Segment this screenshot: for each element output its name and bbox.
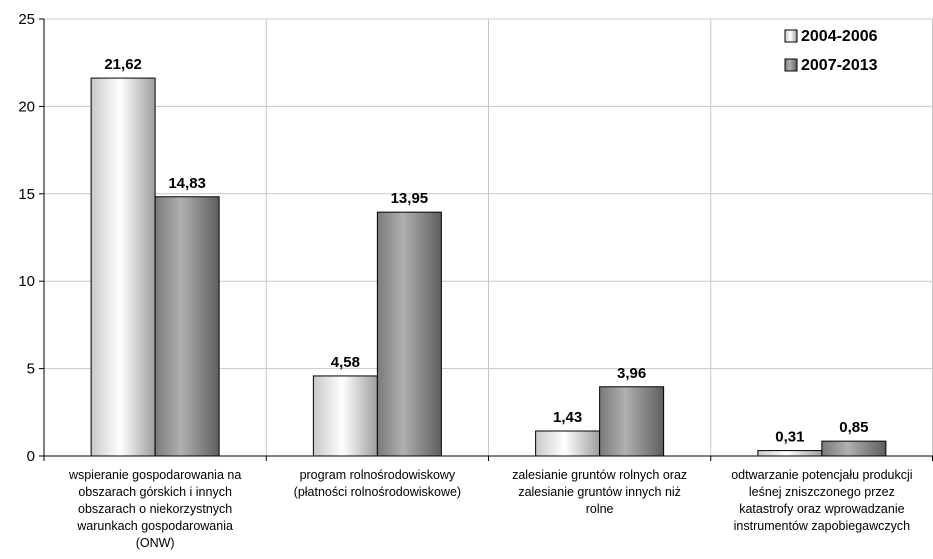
bar-2007-2013-3 (821, 440, 887, 457)
category-label: leśnej zniszczonego przez (749, 485, 895, 499)
data-label: 1,43 (553, 409, 582, 426)
category-label: wspieranie gospodarowania na (68, 468, 241, 482)
y-tick-label: 20 (18, 98, 35, 115)
legend: 2004-2006 2007-2013 (784, 28, 878, 74)
y-tick-label: 5 (27, 361, 35, 378)
legend-swatch (784, 58, 798, 72)
data-label: 3,96 (617, 365, 646, 382)
data-label: 4,58 (331, 354, 360, 371)
y-tick-label: 25 (18, 11, 35, 28)
category-label: rolne (586, 502, 614, 516)
category-label: warunkach gospodarowania (76, 519, 233, 533)
category-label: obszarach górskich i innych (78, 485, 232, 499)
category-label: instrumentów zapobiegawczych (734, 519, 911, 533)
category-label: program rolnośrodowiskowy (300, 468, 456, 482)
labels: 0 5 10 15 20 25 21,62 14,83 wspieranie gospodaro… (18, 11, 912, 550)
bar-2004-2006-1 (312, 375, 378, 457)
category-label: zalesianie gruntów innych niż (518, 485, 681, 499)
category-label: zalesianie gruntów rolnych oraz (512, 468, 687, 482)
category-label: (ONW) (136, 536, 175, 550)
bar-2004-2006-2 (535, 430, 601, 457)
bar-2004-2006-0 (90, 77, 156, 457)
category-label: katastrofy oraz wprowadzanie (739, 502, 904, 516)
bar-2007-2013-0 (154, 196, 220, 457)
bars (90, 77, 887, 457)
y-tick-label: 15 (18, 186, 35, 203)
y-tick-label: 10 (18, 273, 35, 290)
y-tick-label: 0 (27, 448, 35, 465)
data-label: 14,83 (168, 175, 206, 192)
data-label: 0,85 (839, 419, 868, 436)
legend-swatch (784, 29, 798, 43)
data-label: 13,95 (391, 190, 429, 207)
bar-2007-2013-2 (599, 386, 665, 457)
data-label: 21,62 (104, 56, 142, 73)
data-label: 0,31 (775, 429, 804, 446)
legend-label: 2004-2006 (801, 28, 878, 45)
bar-2007-2013-1 (376, 211, 442, 457)
legend-label: 2007-2013 (801, 57, 878, 74)
category-label: obszarach o niekorzystnych (78, 502, 232, 516)
category-label: odtwarzanie potencjału produkcji (731, 468, 912, 482)
bar-2004-2006-3 (757, 450, 823, 457)
category-label: (płatności rolnośrodowiskowe) (294, 485, 461, 499)
